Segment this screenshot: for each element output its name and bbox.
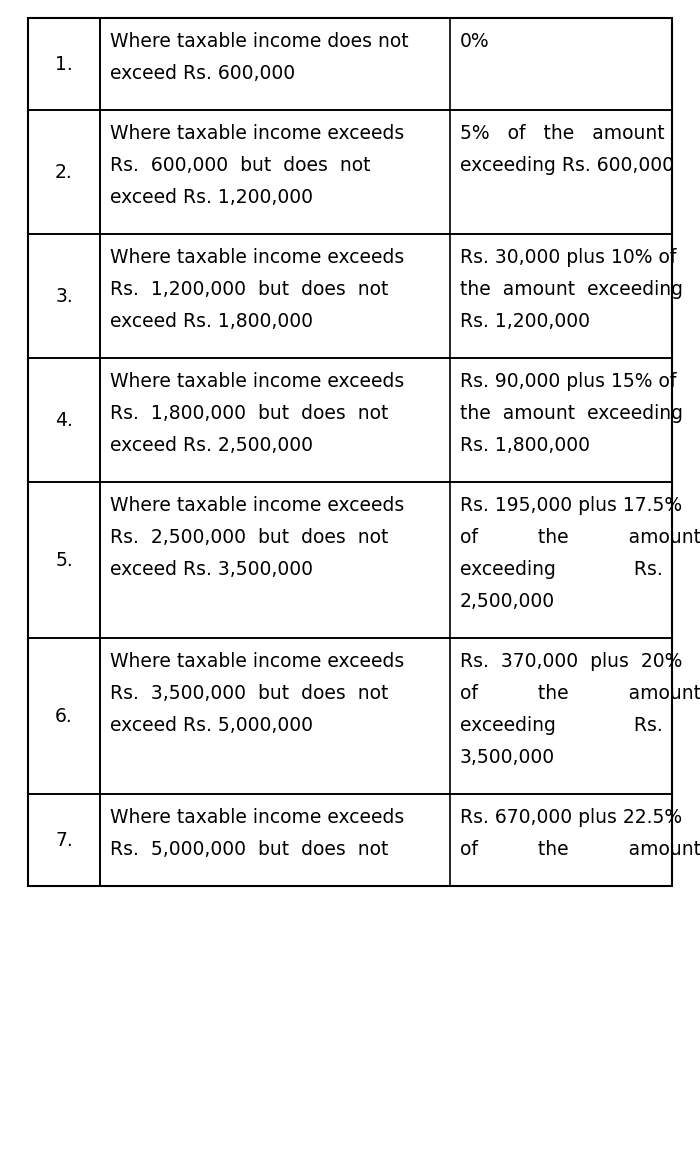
Text: Rs.  1,200,000  but  does  not: Rs. 1,200,000 but does not	[110, 280, 388, 299]
Bar	[28, 639, 672, 794]
Text: Where taxable income exceeds: Where taxable income exceeds	[110, 372, 405, 390]
Text: of          the          amount: of the amount	[460, 840, 700, 858]
Text: Rs.  600,000  but  does  not: Rs. 600,000 but does not	[110, 156, 370, 175]
Text: 2,500,000: 2,500,000	[460, 592, 555, 612]
Text: Where taxable income exceeds: Where taxable income exceeds	[110, 123, 405, 143]
Text: Rs. 30,000 plus 10% of: Rs. 30,000 plus 10% of	[460, 248, 676, 267]
Text: exceed Rs. 2,500,000: exceed Rs. 2,500,000	[110, 436, 313, 455]
Text: Rs.  370,000  plus  20%: Rs. 370,000 plus 20%	[460, 652, 682, 671]
Bar	[28, 794, 672, 886]
Text: 3,500,000: 3,500,000	[460, 748, 555, 767]
Bar	[28, 111, 672, 234]
Text: Rs. 1,800,000: Rs. 1,800,000	[460, 436, 590, 455]
Text: Where taxable income exceeds: Where taxable income exceeds	[110, 496, 405, 515]
Text: exceed Rs. 600,000: exceed Rs. 600,000	[110, 64, 295, 83]
Text: 5%   of   the   amount: 5% of the amount	[460, 123, 664, 143]
Text: Rs.  1,800,000  but  does  not: Rs. 1,800,000 but does not	[110, 405, 388, 423]
Text: Rs.  5,000,000  but  does  not: Rs. 5,000,000 but does not	[110, 840, 388, 858]
Text: of          the          amount: of the amount	[460, 684, 700, 703]
Text: Rs. 1,200,000: Rs. 1,200,000	[460, 312, 590, 330]
Text: of          the          amount: of the amount	[460, 528, 700, 547]
Text: the  amount  exceeding: the amount exceeding	[460, 405, 683, 423]
Bar	[28, 358, 672, 482]
Text: 0%: 0%	[460, 32, 489, 51]
Text: 6.: 6.	[55, 707, 73, 726]
Text: exceeding             Rs.: exceeding Rs.	[460, 716, 663, 735]
Bar	[28, 234, 672, 358]
Text: exceed Rs. 1,800,000: exceed Rs. 1,800,000	[110, 312, 313, 330]
Text: 5.: 5.	[55, 550, 73, 569]
Text: exceed Rs. 5,000,000: exceed Rs. 5,000,000	[110, 716, 313, 735]
Text: Rs.  3,500,000  but  does  not: Rs. 3,500,000 but does not	[110, 684, 388, 703]
Text: exceed Rs. 3,500,000: exceed Rs. 3,500,000	[110, 560, 313, 579]
Bar	[28, 18, 672, 886]
Text: Rs. 670,000 plus 22.5%: Rs. 670,000 plus 22.5%	[460, 808, 682, 827]
Text: Rs. 195,000 plus 17.5%: Rs. 195,000 plus 17.5%	[460, 496, 682, 515]
Text: exceeding             Rs.: exceeding Rs.	[460, 560, 663, 579]
Text: 1.: 1.	[55, 54, 73, 73]
Text: Rs.  2,500,000  but  does  not: Rs. 2,500,000 but does not	[110, 528, 388, 547]
Bar	[28, 482, 672, 639]
Text: Where taxable income exceeds: Where taxable income exceeds	[110, 248, 405, 267]
Text: Where taxable income exceeds: Where taxable income exceeds	[110, 808, 405, 827]
Bar	[28, 18, 672, 111]
Text: Where taxable income exceeds: Where taxable income exceeds	[110, 652, 405, 671]
Text: 7.: 7.	[55, 830, 73, 849]
Text: the  amount  exceeding: the amount exceeding	[460, 280, 683, 299]
Text: exceed Rs. 1,200,000: exceed Rs. 1,200,000	[110, 188, 313, 207]
Text: 4.: 4.	[55, 410, 73, 429]
Text: Where taxable income does not: Where taxable income does not	[110, 32, 409, 51]
Text: exceeding Rs. 600,000: exceeding Rs. 600,000	[460, 156, 674, 175]
Text: 2.: 2.	[55, 162, 73, 181]
Text: Rs. 90,000 plus 15% of: Rs. 90,000 plus 15% of	[460, 372, 676, 390]
Text: 3.: 3.	[55, 287, 73, 306]
